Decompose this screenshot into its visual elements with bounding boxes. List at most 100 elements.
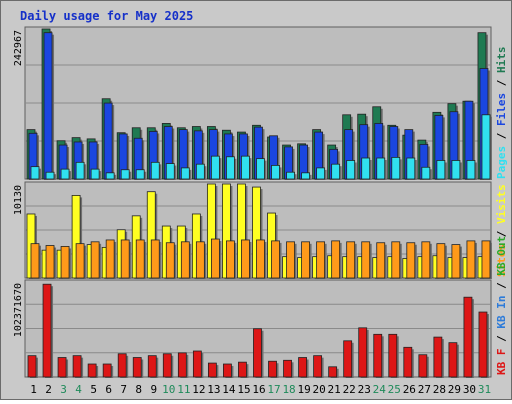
bar-sites	[331, 240, 341, 279]
bar-sites	[376, 242, 386, 279]
bar-sites	[75, 243, 85, 279]
legend-visits-sites: Sites / Visits	[495, 184, 508, 277]
day-label: 27	[418, 383, 431, 396]
day-label: 16	[252, 383, 265, 396]
day-labels: 1 2 3 4 5 6 7 8 9 10 11 12 13 14 15 16 17 18 19 20 21 22 23 24 2…	[30, 383, 491, 396]
legend-sites: Sites	[495, 244, 508, 277]
legend-kb-f: KB F	[495, 349, 508, 376]
bar-kb-f	[192, 350, 202, 378]
bar-sites	[406, 242, 416, 279]
day-label: 3	[60, 383, 67, 396]
bar-pages	[271, 165, 280, 180]
bar-pages	[286, 171, 295, 180]
bar-sites	[286, 241, 295, 279]
bar-kb-f	[57, 357, 67, 378]
bar-pages	[60, 168, 70, 180]
legend-kb-in: KB In	[495, 296, 508, 329]
legend-kbytes: KB F / KB In / KB Out	[495, 236, 508, 375]
day-label: 13	[207, 383, 220, 396]
bar-pages	[135, 169, 145, 180]
day-label: 6	[105, 383, 112, 396]
bar-kb-f	[298, 357, 307, 378]
day-label: 11	[177, 383, 190, 396]
bar-sites	[316, 241, 326, 279]
bar-kb-f	[117, 353, 127, 378]
bar-files	[103, 102, 113, 180]
y-max-label-visits: 10130	[13, 185, 24, 215]
bar-kb-f	[147, 355, 157, 378]
bar-pages	[105, 172, 115, 180]
bar-sites	[346, 241, 356, 279]
legend-hits: Hits	[495, 47, 508, 74]
chart-title: Daily usage for May 2025	[20, 9, 193, 23]
bar-pages	[406, 157, 416, 180]
bar-kb-f	[328, 366, 338, 378]
bar-sites	[60, 246, 70, 279]
y-max-label-kbytes: 102371670	[13, 283, 24, 337]
bar-sites	[451, 244, 461, 279]
bar-kb-f	[418, 354, 428, 378]
bar-pages	[316, 167, 326, 180]
legend-pages: Pages	[495, 146, 508, 179]
bar-pages	[180, 167, 190, 180]
bar-kb-f	[343, 340, 353, 378]
bar-sites	[391, 241, 401, 279]
day-label: 22	[343, 383, 356, 396]
day-label: 10	[162, 383, 175, 396]
day-label: 9	[150, 383, 157, 396]
bar-pages	[195, 163, 205, 180]
bar-pages	[241, 155, 250, 180]
bar-kb-f	[388, 333, 398, 378]
bar-pages	[451, 160, 461, 180]
bar-pages	[466, 160, 476, 180]
day-label: 1	[30, 383, 37, 396]
bar-kb-f	[223, 363, 232, 378]
legend-hits-files-pages: Pages / Files / Hits	[495, 47, 508, 180]
bar-sites	[241, 239, 250, 279]
day-label: 29	[448, 383, 461, 396]
day-label: 21	[328, 383, 341, 396]
day-label: 26	[403, 383, 416, 396]
bar-sites	[210, 238, 220, 279]
day-label: 31	[478, 383, 491, 396]
bar-sites	[271, 240, 280, 279]
legend-files: Files	[495, 93, 508, 126]
bar-sites	[436, 243, 446, 279]
day-label: 17	[267, 383, 280, 396]
bar-sites	[120, 239, 130, 279]
bar-kb-f	[268, 360, 277, 378]
bar-sites	[195, 241, 205, 279]
bar-pages	[376, 157, 386, 180]
bar-kb-f	[42, 283, 52, 378]
bar-sites	[421, 241, 431, 279]
bar-pages	[361, 157, 371, 180]
bar-sites	[180, 241, 190, 279]
bar-pages	[75, 161, 85, 180]
kbytes-panel	[24, 279, 492, 378]
day-label: 23	[358, 383, 371, 396]
bar-pages	[210, 155, 220, 180]
day-label: 14	[222, 383, 236, 396]
bar-kb-f	[27, 355, 37, 378]
day-label: 8	[135, 383, 142, 396]
bar-kb-f	[177, 352, 187, 378]
visits-sites-panel	[24, 181, 492, 279]
day-label: 4	[75, 383, 82, 396]
bar-pages	[391, 156, 401, 180]
bar-kb-f	[373, 333, 383, 378]
bar-sites	[361, 241, 371, 279]
bar-kb-f	[313, 355, 323, 378]
day-label: 30	[463, 383, 476, 396]
bar-pages	[226, 156, 235, 180]
bar-kb-f	[207, 362, 217, 378]
bar-pages	[331, 163, 341, 180]
bar-sites	[90, 241, 100, 279]
bar-sites	[105, 239, 115, 279]
day-label: 2	[45, 383, 52, 396]
bar-kb-f	[253, 328, 262, 378]
bar-kb-f	[358, 327, 368, 378]
bar-kb-f	[132, 357, 142, 378]
bar-sites	[301, 241, 310, 279]
